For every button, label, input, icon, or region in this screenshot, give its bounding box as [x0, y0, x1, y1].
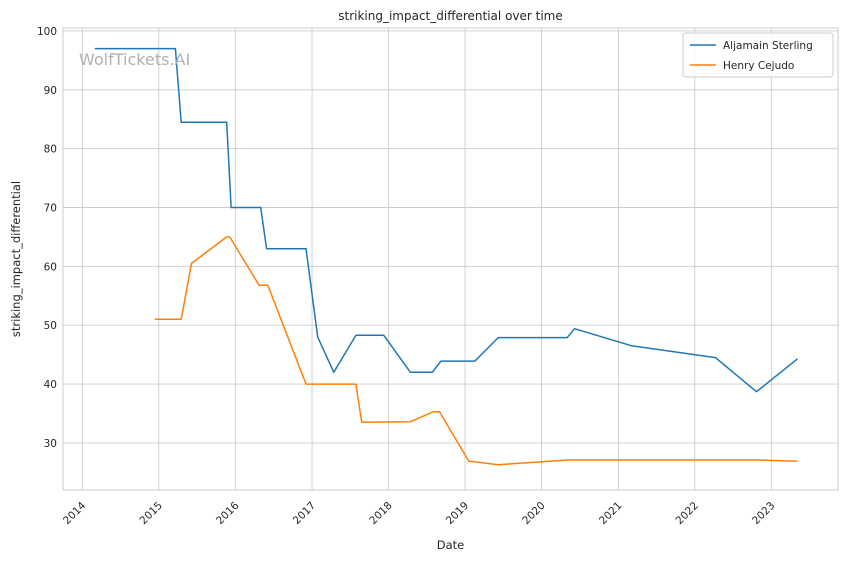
legend: Aljamain Sterling Henry Cejudo	[682, 32, 834, 78]
x-tick-label-2019: 2019	[444, 500, 471, 527]
legend-label-aljamain-sterling: Aljamain Sterling	[723, 40, 813, 52]
legend-label-henry-cejudo: Henry Cejudo	[723, 60, 794, 72]
x-tick-label-2016: 2016	[214, 499, 242, 527]
y-tick-label-70: 70	[44, 203, 57, 215]
y-tick-label-50: 50	[44, 320, 57, 332]
y-tick-label-80: 80	[44, 144, 57, 156]
x-tick-label-2023: 2023	[750, 500, 777, 527]
legend-box	[682, 32, 834, 78]
tick-labels: 2014 2015 2016 2017 2018 2019 2020 2021 2022 2023…	[37, 26, 778, 527]
x-axis-label: Date	[437, 538, 465, 552]
x-tick-label-2017: 2017	[291, 500, 318, 527]
x-tick-label-2021: 2021	[597, 500, 624, 527]
y-tick-label-90: 90	[44, 85, 57, 97]
y-tick-label-100: 100	[37, 26, 57, 38]
y-tick-label-30: 30	[44, 438, 57, 450]
watermark-text: WolfTickets.AI	[79, 50, 190, 69]
y-tick-label-40: 40	[44, 379, 57, 391]
x-tick-label-2020: 2020	[520, 500, 547, 527]
grid-lines	[63, 28, 838, 490]
series-lines	[94, 47, 798, 466]
chart-title: striking_impact_differential over time	[338, 9, 563, 23]
y-tick-label-60: 60	[44, 261, 57, 273]
x-tick-label-2022: 2022	[674, 500, 701, 527]
series-line-henry-cejudo	[154, 236, 798, 466]
y-axis-label: striking_impact_differential	[9, 181, 23, 337]
x-tick-label-2015: 2015	[138, 500, 165, 527]
plot-frame	[62, 27, 839, 491]
x-tick-label-2014: 2014	[61, 499, 89, 527]
x-tick-label-2018: 2018	[367, 500, 394, 527]
series-line-aljamain-sterling	[94, 47, 798, 393]
